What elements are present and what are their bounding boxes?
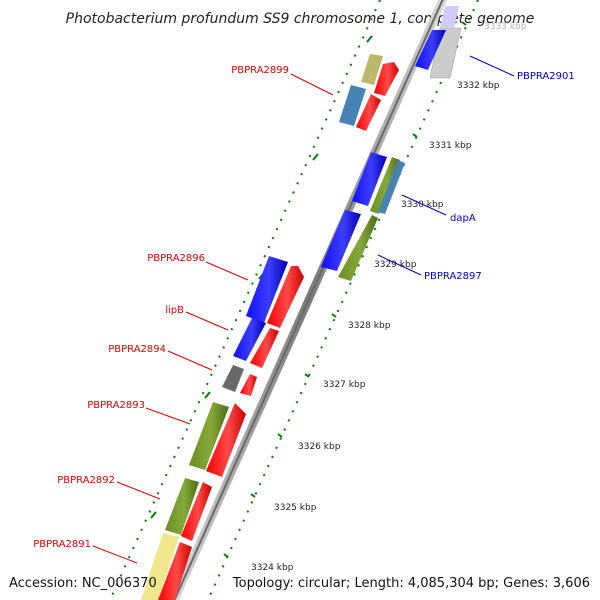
gene-red-top-2 [356,94,381,131]
label-pbpra2899: PBPRA2899 [231,65,289,76]
gene-pbpra2892 [165,478,199,535]
label-pbpra2896: PBPRA2896 [147,253,205,264]
gene-pbpra2896 [246,256,288,323]
gene-pbpra2891 [141,533,179,600]
tick-label-3330: 3330 kbp [401,200,444,210]
gene-blue-lower [321,210,361,271]
gene-red-2893 [206,403,246,477]
gene-red-2891 [158,542,192,600]
label-pbpra2892: PBPRA2892 [57,475,115,486]
gene-lipb [233,318,266,361]
gene-blue-upper [352,152,387,206]
right-gene-labels: PBPRA2901 dapA PBPRA2897 [377,55,575,282]
map-title: Photobacterium profundum SS9 chromosome … [66,11,535,27]
label-pbpra2897: PBPRA2897 [424,271,482,282]
gene-dapa [378,160,405,214]
tick-label-3333: 3333 kbp [484,22,527,32]
gene-pbpra2899 [339,85,366,126]
gene-red-2896 [267,266,304,328]
outer-ruler [109,0,381,600]
gene-pbpra2893 [189,402,229,470]
label-pbpra2891: PBPRA2891 [33,539,91,550]
label-lipb: lipB [165,305,184,316]
tick-label-3329: 3329 kbp [374,260,417,270]
accession-text: Accession: NC_006370 [9,576,157,591]
gene-red-2894 [240,374,257,396]
dna-backbone [170,0,447,600]
label-pbpra2894: PBPRA2894 [108,344,166,355]
gene-khaki-top [361,54,383,85]
tick-label-3327: 3327 kbp [323,380,366,390]
gene-pale-top [440,6,459,28]
gene-red-lipb [250,328,279,368]
forward-strand-features [141,54,399,600]
label-pbpra2893: PBPRA2893 [87,400,145,411]
gene-pbpra2897 [338,215,378,281]
tick-label-3324: 3324 kbp [251,563,294,573]
gene-pbpra2894 [222,365,244,392]
gene-red-top-1 [374,62,399,96]
left-gene-labels: PBPRA2899 PBPRA2896 lipB PBPRA2894 PBPRA… [33,65,334,564]
gene-olive-upper [370,157,400,214]
tick-label-3332: 3332 kbp [457,81,500,91]
label-dapa: dapA [450,213,476,224]
gene-red-2892 [181,482,212,541]
label-pbpra2901: PBPRA2901 [517,71,575,82]
gene-pbpra2901 [415,30,446,70]
tick-label-3331: 3331 kbp [429,141,472,151]
reverse-strand-features [321,6,462,281]
tick-label-3325: 3325 kbp [274,503,317,513]
tick-label-3326: 3326 kbp [298,442,341,452]
genome-info-text: Topology: circular; Length: 4,085,304 bp… [232,576,590,591]
kbp-ruler: 3324 kbp 3325 kbp 3326 kbp 3327 kbp 3328… [207,0,527,600]
tick-label-3328: 3328 kbp [348,321,391,331]
